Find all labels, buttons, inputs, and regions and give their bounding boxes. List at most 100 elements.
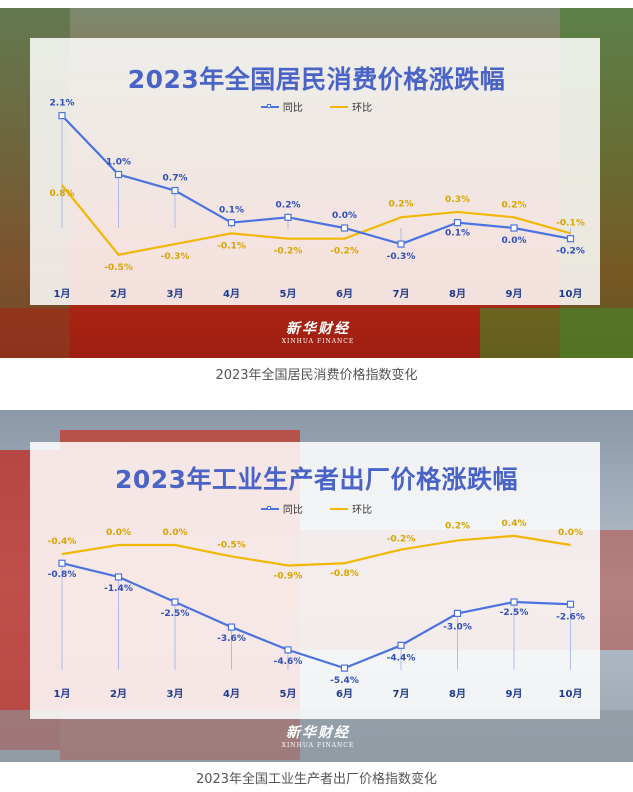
data-point-yoy (510, 224, 518, 232)
ppi-caption: 2023年全国工业生产者出厂价格指数变化 (195, 772, 438, 787)
data-label-yoy: -2.5% (500, 608, 529, 618)
data-label-mom: -0.2% (274, 247, 303, 257)
data-point-yoy (227, 219, 236, 227)
data-label-yoy: 0.7% (163, 174, 188, 184)
x-tick-label: 7月 (393, 288, 410, 300)
data-point-yoy (566, 600, 575, 608)
ppi-photo-background: 新华财经 XINHUA FINANCE (0, 410, 633, 762)
data-label-yoy: -0.3% (387, 252, 416, 262)
cpi-photo-background: 新华财经 XINHUA FINANCE (0, 8, 633, 358)
x-tick-label: 2月 (110, 688, 127, 700)
data-label-mom: -0.3% (161, 252, 190, 262)
xinhua-logo: 新华财经 XINHUA FINANCE (258, 318, 378, 345)
data-label-mom: -0.2% (330, 247, 359, 257)
data-point-yoy (58, 112, 66, 120)
data-point-yoy (171, 598, 179, 606)
data-label-yoy: -2.5% (161, 609, 190, 619)
x-tick-label: 7月 (393, 688, 410, 700)
data-label-yoy: 0.1% (219, 206, 244, 216)
data-label-yoy: -5.4% (330, 676, 359, 686)
data-label-yoy: -0.2% (556, 247, 585, 257)
x-tick-label: 10月 (559, 688, 583, 700)
data-point-yoy (340, 224, 349, 232)
data-label-yoy: -1.4% (104, 584, 133, 594)
x-tick-label: 6月 (336, 288, 353, 300)
legend-item-yoy: 同比 (260, 99, 303, 114)
x-tick-label: 5月 (280, 688, 297, 700)
data-label-yoy: -2.6% (556, 612, 585, 622)
legend-item-mom: 环比 (330, 99, 372, 114)
data-point-yoy (510, 598, 518, 606)
data-label-mom: 0.0% (163, 528, 188, 538)
data-label-yoy: -0.8% (48, 570, 77, 580)
data-point-yoy (114, 573, 123, 581)
cpi-chart-panel (30, 38, 600, 305)
x-tick-label: 10月 (559, 288, 583, 300)
data-point-yoy (284, 646, 292, 654)
x-tick-label: 6月 (336, 688, 353, 700)
data-label-mom: -0.4% (48, 537, 77, 547)
data-label-yoy: 0.0% (502, 236, 527, 246)
x-tick-label: 1月 (54, 688, 71, 700)
data-point-yoy (397, 641, 405, 649)
data-point-yoy (114, 170, 123, 179)
legend-label-yoy: 同比 (282, 505, 303, 516)
series-line-yoy (61, 562, 571, 670)
data-point-yoy (453, 219, 462, 227)
data-label-mom: 0.2% (445, 521, 470, 531)
legend-item-mom: 环比 (330, 501, 372, 516)
x-tick-label: 3月 (167, 288, 184, 300)
legend-item-yoy: 同比 (260, 501, 303, 516)
data-point-yoy (397, 240, 405, 248)
x-tick-label: 5月 (280, 288, 297, 300)
data-label-mom: -0.5% (217, 540, 246, 550)
cpi-chart-title: 2023年全国居民消费价格涨跌幅 (127, 65, 506, 94)
data-label-yoy: 0.2% (276, 200, 301, 210)
data-label-yoy: -4.4% (387, 653, 416, 663)
data-label-mom: 0.3% (445, 195, 470, 205)
x-tick-label: 8月 (449, 288, 466, 300)
data-label-yoy: -3.6% (217, 634, 246, 644)
logo-sub-text: XINHUA FINANCE (281, 338, 355, 345)
x-tick-label: 4月 (223, 288, 240, 300)
data-point-yoy (227, 623, 236, 631)
data-label-yoy: 1.0% (106, 158, 131, 168)
data-point-yoy (58, 559, 66, 567)
data-label-mom: 0.2% (389, 199, 414, 209)
data-point-yoy (340, 664, 349, 672)
data-label-mom: 0.4% (502, 519, 527, 529)
x-tick-label: 8月 (449, 688, 466, 700)
logo-main-text: 新华财经 (286, 725, 350, 741)
data-label-yoy: -4.6% (274, 657, 303, 667)
logo-main-text: 新华财经 (286, 321, 350, 337)
xinhua-logo: 新华财经 XINHUA FINANCE (258, 722, 378, 749)
data-label-yoy: 2.1% (50, 99, 75, 109)
legend-label-yoy: 同比 (282, 103, 303, 114)
data-label-mom: -0.1% (217, 241, 246, 251)
data-label-mom: 0.0% (106, 528, 131, 538)
data-point-yoy (284, 213, 292, 221)
data-label-mom: 0.0% (558, 528, 583, 538)
data-point-yoy (566, 235, 575, 243)
legend-label-mom: 环比 (352, 103, 373, 114)
x-tick-label: 9月 (506, 288, 523, 300)
data-label-mom: 0.8% (50, 189, 75, 199)
data-label-mom: -0.5% (104, 263, 133, 273)
data-label-mom: 0.2% (502, 200, 527, 210)
data-point-yoy (171, 186, 179, 195)
x-tick-label: 3月 (167, 688, 184, 700)
data-label-mom: -0.9% (274, 572, 303, 582)
data-label-mom: -0.8% (330, 569, 359, 579)
data-label-yoy: -3.0% (443, 622, 472, 632)
legend-label-mom: 环比 (352, 505, 373, 516)
x-tick-label: 2月 (110, 288, 127, 300)
ppi-legend: 同比 环比 (0, 501, 633, 516)
series-line-yoy (61, 114, 571, 246)
x-tick-label: 4月 (223, 688, 240, 700)
logo-sub-text: XINHUA FINANCE (281, 742, 355, 749)
data-label-mom: -0.2% (387, 535, 416, 545)
series-line-mom (61, 534, 571, 567)
cpi-caption: 2023年全国居民消费价格指数变化 (215, 368, 418, 383)
